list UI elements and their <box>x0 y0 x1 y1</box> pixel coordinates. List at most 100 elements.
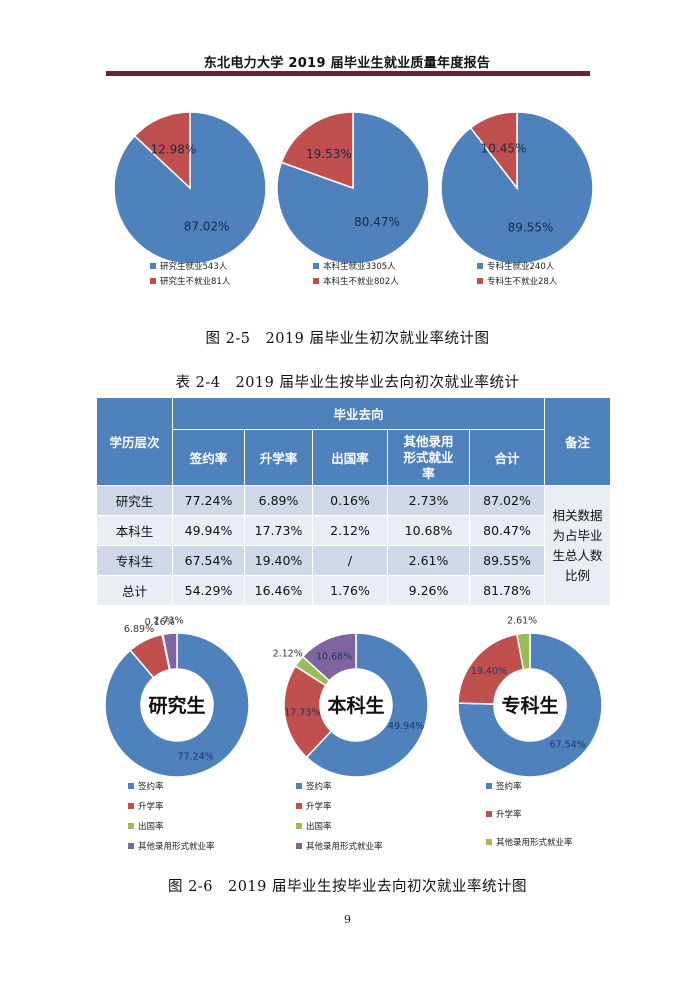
page-number: 9 <box>344 913 351 926</box>
table-cell: 54.29% <box>172 575 245 606</box>
row-label: 研究生 <box>96 485 173 516</box>
legend-swatch <box>128 803 134 809</box>
table-cell: / <box>312 545 388 576</box>
table-cell: 2.61% <box>387 545 470 576</box>
legend-swatch <box>486 783 492 789</box>
table-cell: 80.47% <box>469 515 545 546</box>
figure-2-6-donut-charts: 77.24% 6.89%0.16%2.73% 研究生签约率升学率出国率其他录用形式就… <box>104 615 603 852</box>
legend-label: 签约率 <box>138 781 164 792</box>
table-cell: 10.68% <box>387 515 470 546</box>
column-header: 其他录用形式就业率 <box>387 429 470 486</box>
legend-swatch <box>486 811 492 817</box>
data-label: 10.45% <box>481 141 527 155</box>
column-header: 出国率 <box>312 429 388 486</box>
legend-label: 本科生不就业802人 <box>323 276 399 287</box>
employment-table: 学历层次 毕业去向 备注 签约率 升学率 出国率 其他录用形式就业率 合计 研究… <box>96 397 611 606</box>
table-cell: 0.16% <box>312 485 388 516</box>
slice-2 <box>133 111 191 190</box>
legend-swatch <box>296 843 302 849</box>
legend-swatch <box>296 783 302 789</box>
slice-1 <box>457 632 603 778</box>
chart-4: 77.24% 6.89%0.16%2.73% 研究生签约率升学率出国率其他录用形式就… <box>104 615 250 852</box>
legend-swatch <box>486 839 492 845</box>
table-cell: 16.46% <box>244 575 313 606</box>
table-note: 相关数据为占毕业生总人数比例 <box>544 485 611 606</box>
slice-2 <box>469 111 518 191</box>
legend-label: 签约率 <box>306 781 332 792</box>
data-label: 12.98% <box>151 143 197 157</box>
data-label: 19.53% <box>306 147 352 161</box>
data-label: 77.24% <box>178 752 214 763</box>
legend-label: 本科生就业3305人 <box>323 261 396 272</box>
column-header: 合计 <box>469 429 545 486</box>
legend-swatch <box>313 278 319 284</box>
column-header: 升学率 <box>244 429 313 486</box>
table-cell: 81.78% <box>469 575 545 606</box>
legend-label: 升学率 <box>306 801 332 812</box>
slice-1 <box>104 632 250 778</box>
legend-swatch <box>313 263 319 269</box>
legend-label: 其他录用形式就业率 <box>496 837 573 848</box>
header-level: 学历层次 <box>96 397 173 486</box>
slice-4 <box>301 632 357 682</box>
table-cell: 19.40% <box>244 545 313 576</box>
data-label: 10.68% <box>316 652 352 663</box>
data-label: 89.55% <box>508 221 554 235</box>
table-cell: 6.89% <box>244 485 313 516</box>
data-label: 17.73% <box>284 708 320 719</box>
legend-swatch <box>296 803 302 809</box>
table-2-4: 学历层次 毕业去向 备注 签约率 升学率 出国率 其他录用形式就业率 合计 研究… <box>96 397 611 606</box>
data-label: 2.12% <box>273 649 303 660</box>
data-label: 2.61% <box>507 615 537 626</box>
slice-1 <box>305 632 429 778</box>
legend-swatch <box>128 783 134 789</box>
data-label: 6.89% <box>124 624 154 635</box>
legend-swatch <box>150 263 156 269</box>
table-cell: 2.12% <box>312 515 388 546</box>
data-label: 19.40% <box>471 666 507 677</box>
header-note: 备注 <box>544 397 611 486</box>
header-rule <box>106 71 590 76</box>
figure-2-6-caption: 图 2-6 2019 届毕业生按毕业去向初次就业率统计图 <box>168 879 527 895</box>
legend-label: 专科生不就业28人 <box>487 276 558 287</box>
page-header: 东北电力大学 2019 届毕业生就业质量年度报告 <box>203 56 491 71</box>
data-label: 80.47% <box>354 215 400 229</box>
slice-2 <box>280 111 354 190</box>
table-cell: 89.55% <box>469 545 545 576</box>
data-label: 87.02% <box>184 219 230 233</box>
legend-label: 研究生不就业81人 <box>160 276 231 287</box>
table-cell: 77.24% <box>172 485 245 516</box>
data-label: 67.54% <box>550 740 586 751</box>
table-cell: 67.54% <box>172 545 245 576</box>
legend-swatch <box>296 823 302 829</box>
legend-label: 其他录用形式就业率 <box>138 841 215 852</box>
legend-label: 升学率 <box>138 801 164 812</box>
legend-swatch <box>477 278 483 284</box>
legend-swatch <box>128 843 134 849</box>
legend-label: 研究生就业543人 <box>160 261 228 272</box>
table-cell: 87.02% <box>469 485 545 516</box>
table-cell: 17.73% <box>244 515 313 546</box>
center-label: 本科生 <box>327 694 384 717</box>
table-cell: 1.76% <box>312 575 388 606</box>
legend-swatch <box>150 278 156 284</box>
legend-label: 出国率 <box>306 821 332 832</box>
legend-swatch <box>477 263 483 269</box>
legend-swatch <box>128 823 134 829</box>
center-label: 专科生 <box>501 694 558 717</box>
header-group: 毕业去向 <box>172 397 545 430</box>
legend-label: 其他录用形式就业率 <box>306 841 383 852</box>
data-label: 49.94% <box>388 721 424 732</box>
row-label: 总计 <box>96 575 173 606</box>
column-header: 签约率 <box>172 429 245 486</box>
center-label: 研究生 <box>148 694 205 717</box>
chart-5: 49.94% 17.73% 2.12% 10.68% 本科生签约率升学率出国率其他录用形… <box>273 632 429 852</box>
legend-label: 出国率 <box>138 821 164 832</box>
slice-2 <box>283 665 333 759</box>
row-label: 本科生 <box>96 515 173 546</box>
